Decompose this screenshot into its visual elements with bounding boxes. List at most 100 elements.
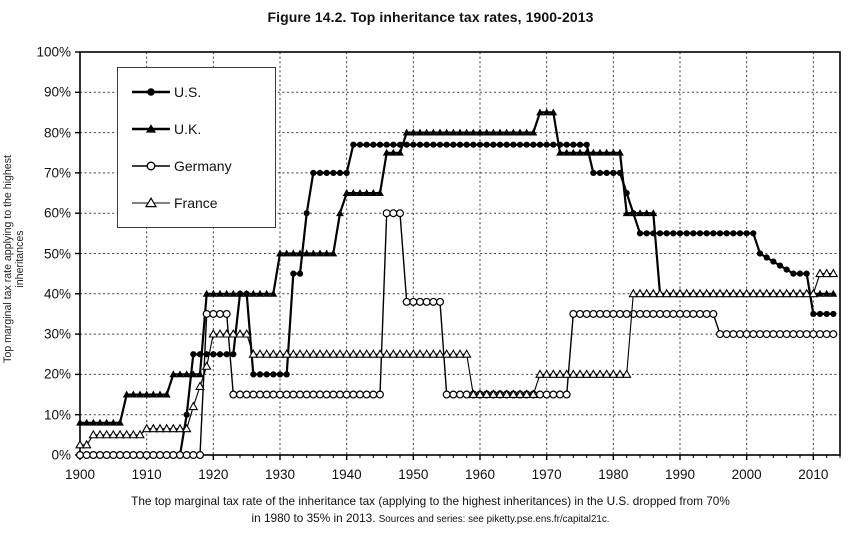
- series-us-marker: [210, 351, 217, 358]
- legend-item-germany: Germany: [129, 158, 275, 174]
- series-uk-marker: [336, 209, 344, 217]
- series-uk-marker: [556, 148, 564, 156]
- series-uk-marker: [502, 128, 511, 136]
- series-us-marker: [743, 230, 750, 237]
- y-tick-label: 80%: [43, 125, 71, 141]
- series-us-marker: [810, 310, 817, 318]
- series-us-marker: [643, 230, 650, 237]
- series-us-marker: [703, 230, 710, 237]
- series-uk-marker: [189, 370, 198, 378]
- y-tick-label: 0%: [51, 447, 71, 463]
- series-france-marker: [475, 389, 485, 398]
- series-germany-marker: [316, 390, 325, 399]
- series-france-marker: [395, 349, 405, 358]
- series-us-marker: [470, 141, 477, 148]
- series-germany-marker: [442, 390, 451, 399]
- series-us-marker: [463, 141, 470, 148]
- series-germany-marker: [342, 390, 351, 399]
- series-uk-marker: [222, 289, 231, 297]
- series-us-marker: [363, 141, 370, 148]
- x-tick-label: 1900: [64, 467, 96, 482]
- series-germany-marker: [582, 309, 591, 318]
- series-france-marker: [368, 349, 379, 358]
- series-germany-marker: [82, 451, 91, 460]
- series-us-marker: [476, 141, 484, 148]
- series-uk-marker: [82, 418, 91, 426]
- series-germany-marker: [562, 390, 571, 399]
- series-france-marker: [501, 389, 512, 398]
- series-france-marker: [168, 423, 179, 433]
- series-france-marker: [555, 369, 565, 378]
- series-france-marker: [741, 288, 752, 298]
- series-us-marker: [456, 141, 464, 148]
- series-france-marker: [381, 349, 392, 358]
- series-france-marker: [735, 288, 745, 298]
- figure-title: Figure 14.2. Top inheritance tax rates, …: [267, 9, 594, 25]
- series-us-marker: [610, 169, 617, 176]
- series-uk-marker: [109, 418, 118, 426]
- series-france-marker: [635, 288, 645, 298]
- series-us-marker: [830, 310, 837, 318]
- series-france-marker: [808, 288, 819, 298]
- series-france-marker: [228, 328, 239, 338]
- figure-caption: The top marginal tax rate of the inherit…: [0, 493, 861, 527]
- series-france-marker: [335, 349, 345, 358]
- series-germany-marker: [829, 330, 838, 339]
- series-germany-marker: [635, 309, 644, 318]
- series-france-marker: [721, 288, 732, 298]
- series-us-marker: [690, 230, 697, 237]
- series-us-marker: [356, 141, 364, 148]
- series-germany-marker: [349, 390, 358, 399]
- series-uk-marker: [129, 390, 138, 398]
- series-france-marker: [708, 288, 719, 298]
- series-germany-marker: [289, 390, 298, 399]
- series-germany-marker: [722, 330, 731, 339]
- series-us-marker: [570, 141, 577, 148]
- series-us-marker: [716, 230, 724, 237]
- series-germany-marker: [109, 451, 118, 460]
- series-germany-marker: [682, 309, 691, 318]
- series-france-marker: [148, 423, 159, 433]
- series-france-marker: [615, 369, 625, 378]
- series-france-marker: [295, 349, 305, 358]
- series-us-marker: [323, 169, 330, 176]
- series-france-marker: [681, 288, 692, 298]
- series-uk-marker: [829, 289, 838, 297]
- series-germany-marker: [196, 451, 205, 460]
- series-germany-marker: [689, 309, 698, 318]
- series-us-marker: [283, 371, 290, 378]
- series-france-marker: [595, 369, 605, 378]
- series-us-marker: [230, 351, 237, 358]
- series-germany-marker: [329, 390, 338, 399]
- series-germany-marker: [376, 390, 385, 399]
- series-us-marker: [290, 270, 297, 277]
- series-france-marker: [248, 349, 259, 358]
- series-france-marker: [628, 288, 639, 298]
- series-uk-marker: [589, 148, 598, 156]
- series-france-marker: [488, 389, 499, 398]
- series-germany-marker: [276, 390, 285, 399]
- series-germany-marker: [169, 451, 178, 460]
- series-uk-marker: [269, 289, 278, 297]
- series-uk-marker: [102, 418, 111, 426]
- series-france-marker: [461, 349, 472, 358]
- series-france-marker: [288, 349, 299, 358]
- series-uk-marker: [182, 370, 191, 378]
- series-uk-marker: [549, 108, 558, 116]
- series-france-marker: [141, 423, 152, 433]
- series-us-marker: [423, 141, 430, 148]
- series-germany-marker: [296, 390, 305, 399]
- series-us-marker: [496, 141, 504, 148]
- series-germany-marker: [202, 309, 211, 318]
- legend-label-france: France: [174, 194, 218, 211]
- series-uk-marker: [156, 390, 164, 398]
- series-uk-marker: [142, 390, 151, 398]
- series-uk-marker: [162, 390, 171, 398]
- y-tick-label: 90%: [43, 84, 71, 100]
- series-uk-marker: [582, 148, 591, 156]
- series-germany-marker: [769, 330, 778, 339]
- series-france-marker: [428, 349, 439, 358]
- series-france-marker: [195, 381, 205, 390]
- series-germany-marker: [815, 330, 824, 339]
- series-france-marker: [541, 369, 552, 378]
